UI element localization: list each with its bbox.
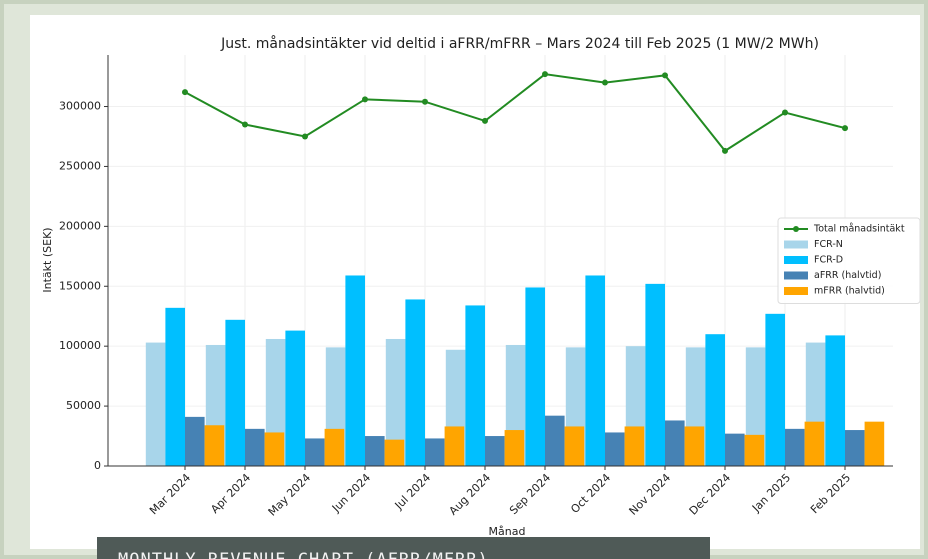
- y-tick-label: 100000: [59, 339, 101, 352]
- line-point: [422, 98, 428, 105]
- bar: [705, 334, 725, 466]
- line-point: [662, 72, 668, 79]
- bar: [185, 416, 205, 466]
- bar: [204, 425, 225, 466]
- bar: [425, 438, 445, 466]
- bar: [345, 275, 365, 466]
- chart-title: Just. månadsintäkter vid deltid i aFRR/m…: [220, 35, 819, 52]
- legend-swatch: [784, 271, 808, 280]
- legend-label: FCR-D: [814, 255, 843, 266]
- legend-swatch: [784, 240, 808, 249]
- legend: Total månadsintäkt FCR-N FCR-D aFRR (halvti…: [777, 217, 921, 304]
- bar: [305, 438, 325, 466]
- y-tick-label: 300000: [59, 100, 101, 113]
- bar: [324, 428, 345, 466]
- y-tick-label: 150000: [59, 279, 101, 292]
- line-point: [782, 109, 788, 116]
- bar: [864, 421, 885, 466]
- line-point: [722, 147, 728, 154]
- bar: [645, 283, 665, 466]
- legend-label: aFRR (halvtid): [814, 270, 881, 281]
- bar: [525, 287, 545, 466]
- line-point: [362, 96, 368, 103]
- bar: [845, 430, 865, 466]
- bar: [585, 275, 605, 466]
- line-point: [842, 125, 848, 132]
- line-point: [482, 117, 488, 124]
- y-axis-label: Intäkt (SEK): [41, 227, 54, 292]
- line-point: [182, 89, 188, 96]
- bar: [285, 330, 305, 466]
- line-point: [542, 71, 548, 78]
- x-axis-label: Månad: [489, 525, 526, 538]
- bar: [765, 313, 785, 466]
- y-tick-label: 0: [94, 459, 101, 472]
- line: [184, 73, 846, 153]
- bar: [684, 426, 705, 466]
- bar: [165, 307, 185, 466]
- line-point: [242, 121, 248, 128]
- bar: [564, 426, 585, 466]
- line-point: [602, 79, 608, 86]
- bar: [725, 433, 745, 466]
- bar: [444, 426, 465, 466]
- bar: [804, 421, 825, 466]
- bar: [624, 426, 645, 466]
- y-tick-label: 200000: [59, 219, 101, 232]
- legend-box: [777, 217, 921, 304]
- bar: [145, 342, 166, 466]
- bar: [225, 319, 245, 466]
- bar: [405, 299, 425, 466]
- legend-swatch: [793, 226, 799, 232]
- bar: [485, 436, 505, 466]
- bar: [245, 428, 265, 466]
- legend-label: FCR-N: [814, 239, 843, 250]
- bar: [545, 415, 565, 466]
- bar: [665, 420, 685, 466]
- bar: [504, 430, 525, 466]
- y-tick-label: 50000: [66, 399, 101, 412]
- caption-box: [97, 537, 710, 559]
- legend-label: mFRR (halvtid): [814, 286, 885, 297]
- line-point: [302, 133, 308, 140]
- bar: [825, 335, 845, 466]
- legend-swatch: [784, 287, 808, 295]
- bar: [384, 439, 405, 466]
- bar: [264, 432, 285, 466]
- bar: [385, 338, 406, 466]
- y-tick-label: 250000: [59, 159, 101, 172]
- legend-swatch: [784, 256, 808, 264]
- bar: [465, 305, 485, 466]
- bar: [605, 432, 625, 466]
- bar: [744, 434, 765, 466]
- caption: MONTHLY REVENUE CHART (AFRR/MFRR): [118, 550, 489, 559]
- bar: [785, 428, 805, 466]
- legend-label: Total månadsintäkt: [813, 224, 905, 235]
- bar: [365, 436, 385, 466]
